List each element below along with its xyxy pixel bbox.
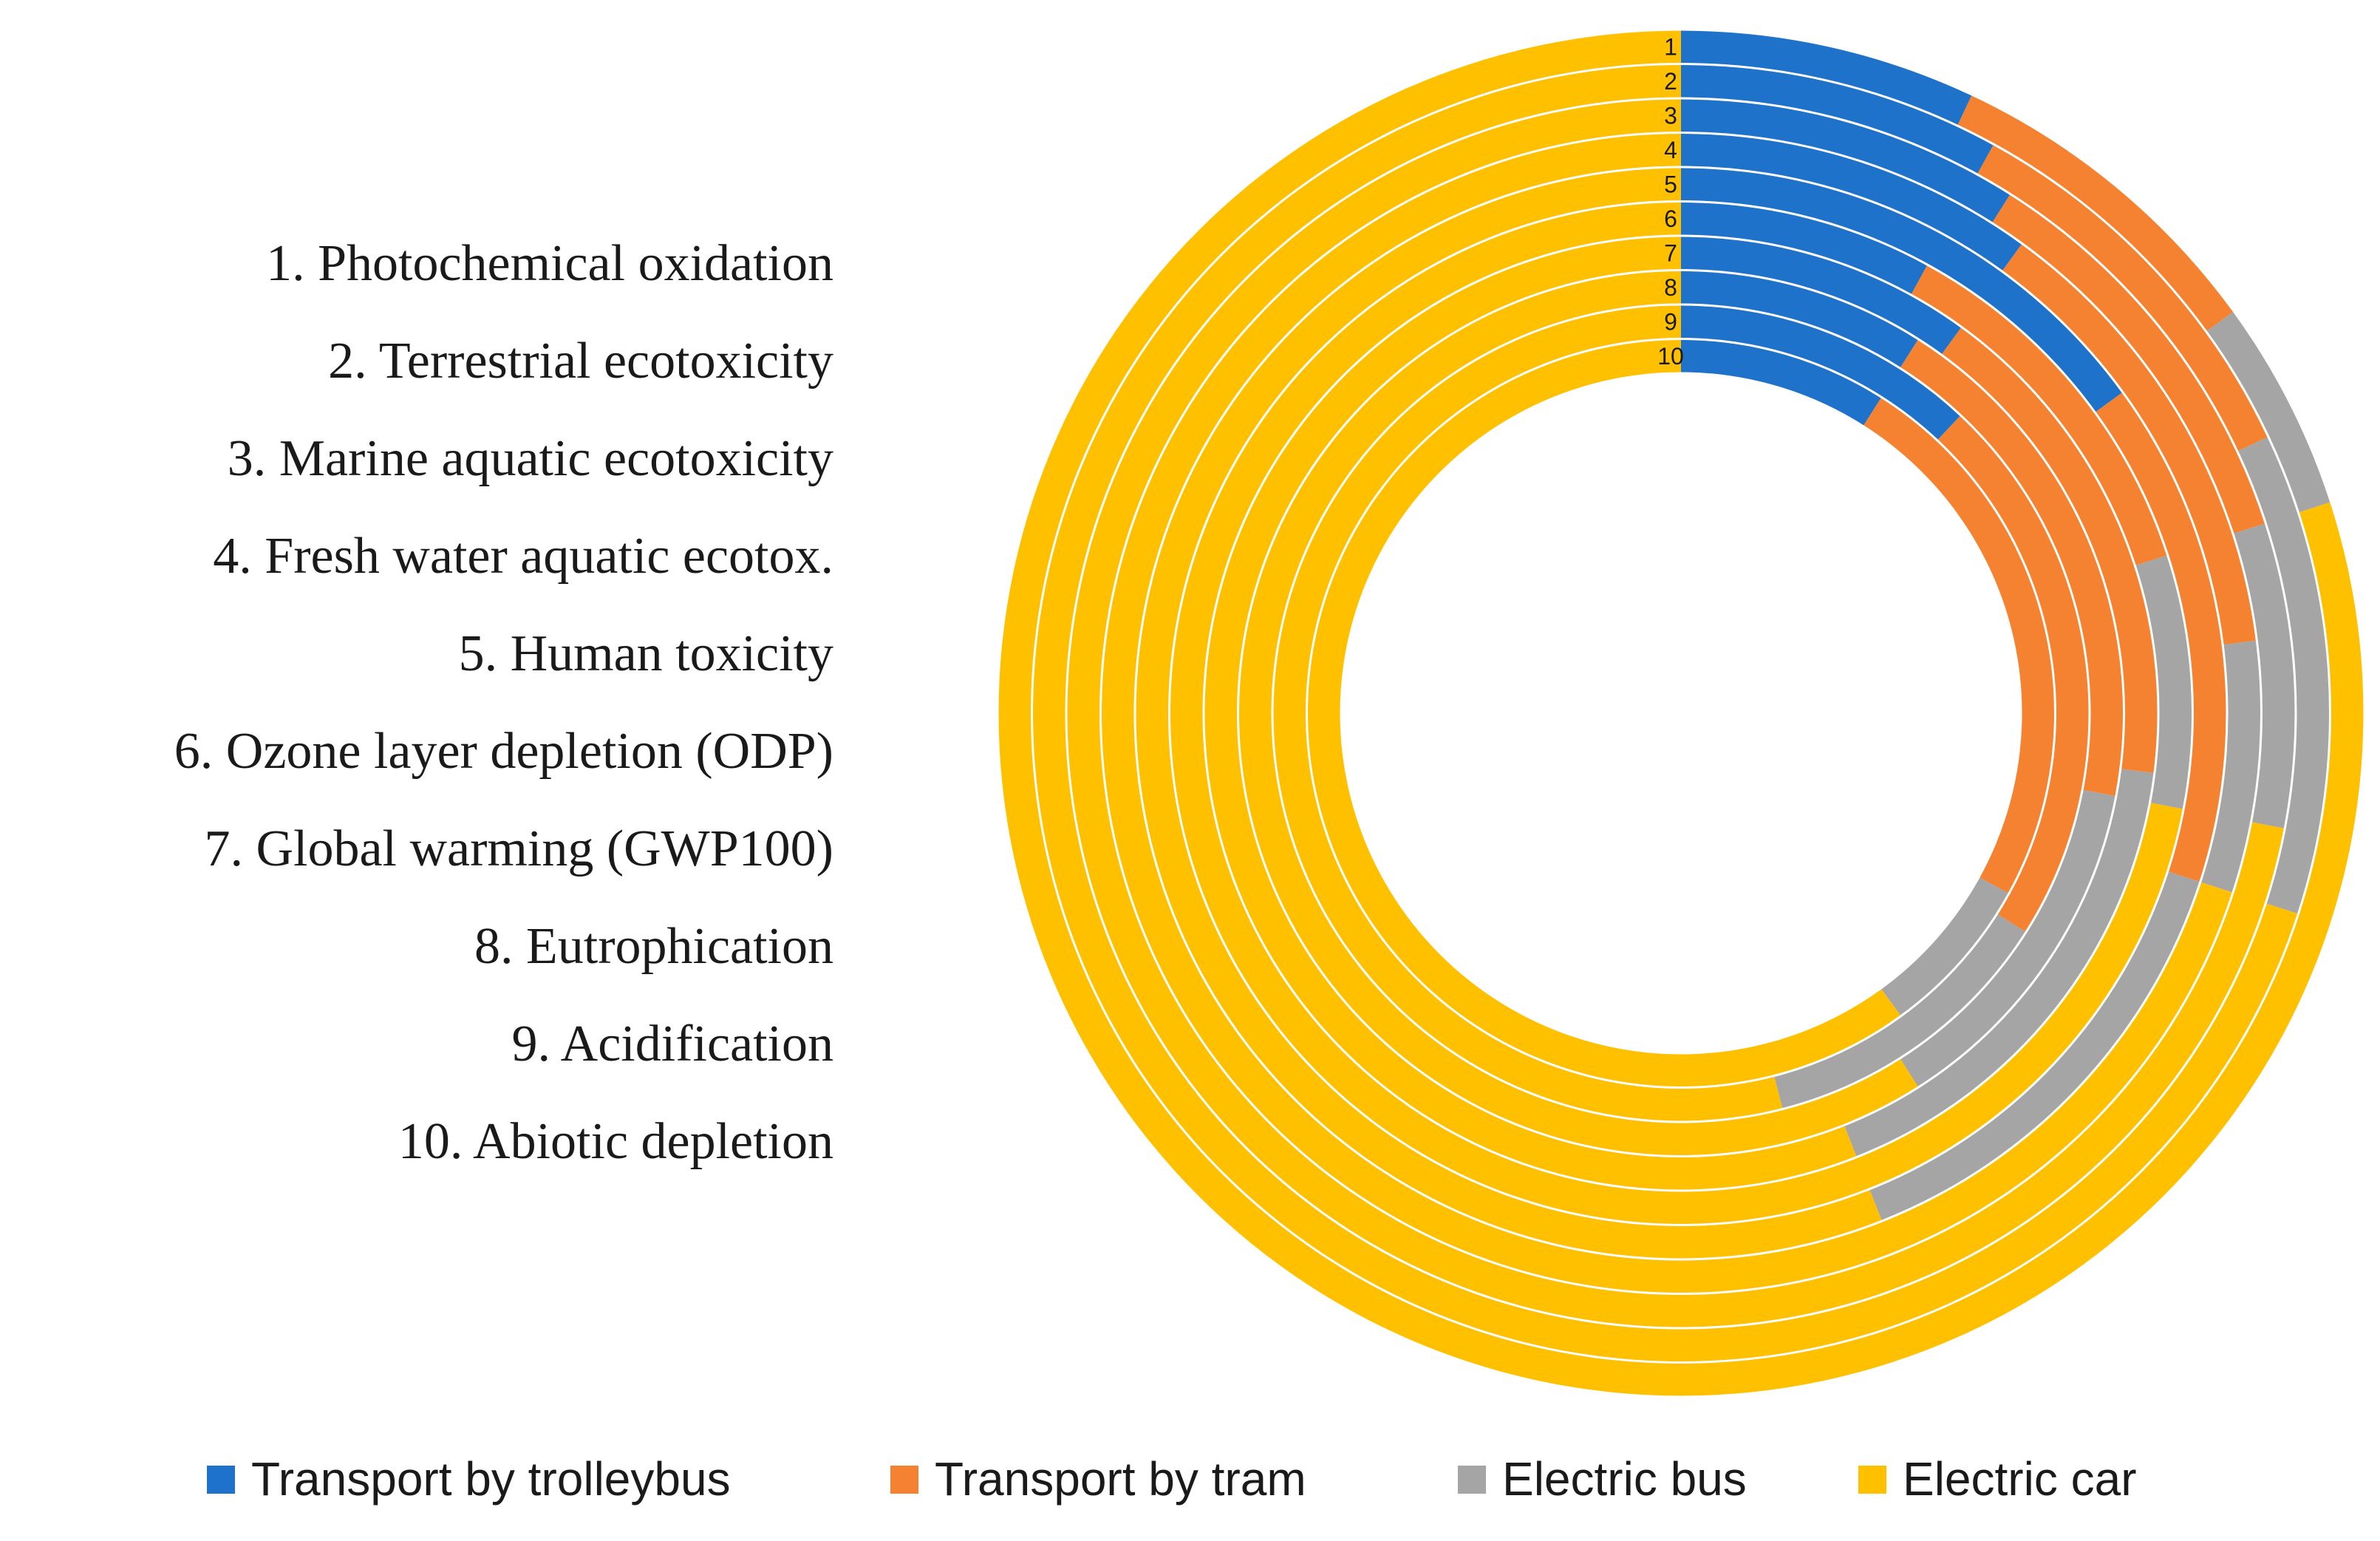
ring-5-tram-segment xyxy=(2096,392,2226,882)
ring-2-trolleybus-segment xyxy=(1681,65,1994,174)
ring-1-tram-segment xyxy=(1957,95,2234,331)
ring-number-5: 5 xyxy=(1664,171,1677,197)
category-label-3: 3. Marine aquatic ecotoxicity xyxy=(228,430,833,487)
legend: Transport by trolleybus Transport by tra… xyxy=(207,1452,2137,1506)
ring-4-tram-segment xyxy=(2002,244,2256,645)
ring-6-trolleybus-segment xyxy=(1681,203,1927,294)
category-label-8: 8. Eutrophication xyxy=(474,918,833,975)
category-labels: 1. Photochemical oxidation 2. Terrestria… xyxy=(174,235,833,1170)
category-label-6: 6. Ozone layer depletion (ODP) xyxy=(174,723,833,780)
ring-6-electric-bus-segment xyxy=(2135,555,2192,809)
legend-label-tram: Transport by tram xyxy=(935,1452,1306,1506)
ring-4-electric-bus-segment xyxy=(2201,640,2261,893)
legend-swatch-trolleybus xyxy=(207,1466,235,1494)
legend-label-electric-bus: Electric bus xyxy=(1502,1452,1747,1506)
ring-number-9: 9 xyxy=(1664,308,1677,335)
ring-8-tram-segment xyxy=(1900,340,2124,797)
ring-6-tram-segment xyxy=(1911,265,2167,565)
category-label-1: 1. Photochemical oxidation xyxy=(266,235,833,292)
ring-number-8: 8 xyxy=(1664,274,1677,301)
ring-7-trolleybus-segment xyxy=(1681,237,1961,354)
ring-1-electric-bus-segment xyxy=(2206,312,2330,513)
ring-3-electric-bus-segment xyxy=(2234,523,2295,829)
ring-5-trolleybus-segment xyxy=(1681,168,2122,412)
ring-7-tram-segment xyxy=(1942,327,2158,773)
ring-9-trolleybus-segment xyxy=(1681,305,1960,440)
ring-numbers: 1 2 3 4 5 6 7 8 9 10 xyxy=(1657,33,1684,370)
ring-5-electric-bus-segment xyxy=(1869,871,2200,1220)
ring-9-tram-segment xyxy=(1937,415,2089,932)
ring-10-tram-segment xyxy=(1864,398,2054,894)
ring-7-electric-bus-segment xyxy=(1844,769,2154,1157)
ring-number-6: 6 xyxy=(1664,205,1677,232)
ring-4-trolleybus-segment xyxy=(1681,134,2022,271)
legend-swatch-tram xyxy=(890,1466,918,1494)
ring-3-trolleybus-segment xyxy=(1681,99,2010,222)
ring-8-trolleybus-segment xyxy=(1681,271,1918,367)
ring-number-7: 7 xyxy=(1664,239,1677,266)
ring-number-4: 4 xyxy=(1664,137,1677,163)
ring-1-trolleybus-segment xyxy=(1681,30,1972,125)
ring-10-trolleybus-segment xyxy=(1681,340,1881,426)
ring-9-electric-bus-segment xyxy=(1774,914,2025,1109)
category-label-7: 7. Global warming (GWP100) xyxy=(204,820,833,877)
legend-swatch-electric-car xyxy=(1858,1466,1886,1494)
category-label-2: 2. Terrestrial ecotoxicity xyxy=(328,333,833,389)
legend-label-electric-car: Electric car xyxy=(1903,1452,2137,1506)
ring-8-electric-bus-segment xyxy=(1900,789,2115,1086)
doughnut-rings xyxy=(998,30,2364,1396)
ring-number-10: 10 xyxy=(1657,343,1684,370)
ring-number-1: 1 xyxy=(1664,33,1677,60)
ring-number-2: 2 xyxy=(1664,68,1677,95)
ring-number-3: 3 xyxy=(1664,102,1677,129)
ring-3-tram-segment xyxy=(1992,194,2265,534)
category-label-4: 4. Fresh water aquatic ecotox. xyxy=(213,528,833,585)
ring-10-electric-bus-segment xyxy=(1881,877,2008,1016)
legend-swatch-electric-bus xyxy=(1458,1466,1486,1494)
ring-2-electric-bus-segment xyxy=(2238,437,2330,914)
category-label-9: 9. Acidification xyxy=(512,1016,833,1072)
legend-label-trolleybus: Transport by trolleybus xyxy=(251,1452,731,1506)
category-label-5: 5. Human toxicity xyxy=(459,625,833,682)
ring-2-tram-segment xyxy=(1977,145,2268,452)
category-label-10: 10. Abiotic depletion xyxy=(398,1113,833,1170)
